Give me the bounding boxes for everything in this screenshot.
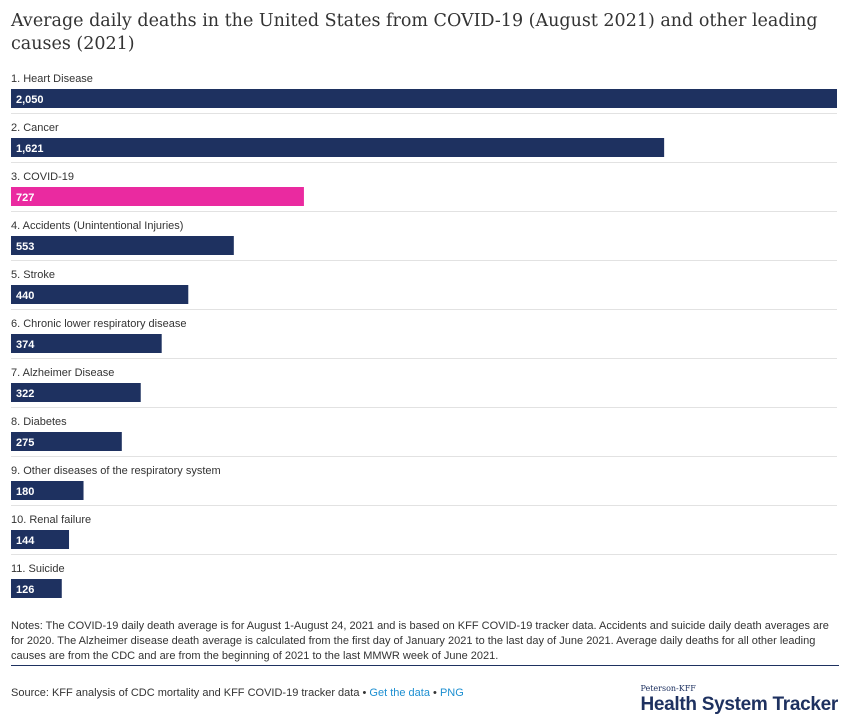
- category-label: 11. Suicide: [11, 563, 65, 575]
- get-the-data-link[interactable]: Get the data: [369, 687, 430, 699]
- bar-value-label: 553: [16, 241, 34, 253]
- source-separator: •: [433, 687, 437, 699]
- bar[interactable]: [11, 334, 162, 353]
- footer-divider: [11, 665, 839, 666]
- category-label: 10. Renal failure: [11, 514, 91, 526]
- bar-value-label: 440: [16, 290, 34, 302]
- source-line: Source: KFF analysis of CDC mortality an…: [11, 687, 464, 699]
- bar[interactable]: [11, 236, 234, 255]
- category-label: 5. Stroke: [11, 269, 55, 281]
- bar[interactable]: [11, 383, 141, 402]
- chart-title: Average daily deaths in the United State…: [11, 11, 818, 54]
- bar[interactable]: [11, 579, 62, 598]
- bar[interactable]: [11, 530, 70, 549]
- bar-chart: 1. Heart Disease 2,050 2. Cancer 1,621 3. CO…: [11, 73, 837, 598]
- chart-notes: Notes: The COVID-19 daily death average …: [11, 620, 829, 662]
- bar[interactable]: [11, 432, 122, 451]
- bar-value-label: 374: [16, 339, 35, 351]
- category-label: 7. Alzheimer Disease: [11, 367, 114, 379]
- category-label: 4. Accidents (Unintentional Injuries): [11, 220, 183, 232]
- category-label: 2. Cancer: [11, 122, 59, 134]
- bar-value-label: 275: [16, 437, 34, 449]
- source-text: Source: KFF analysis of CDC mortality an…: [11, 687, 367, 699]
- bar-value-label: 144: [16, 535, 35, 547]
- category-label: 3. COVID-19: [11, 171, 74, 183]
- bar[interactable]: [11, 89, 837, 108]
- brand-big-text: Health System Tracker: [640, 694, 838, 715]
- brand-logo: Peterson-KFF Health System Tracker: [640, 684, 838, 716]
- bar-value-label: 180: [16, 486, 34, 498]
- bar[interactable]: [11, 138, 665, 157]
- bar-value-label: 2,050: [16, 94, 44, 106]
- bar-value-label: 727: [16, 192, 34, 204]
- category-label: 8. Diabetes: [11, 416, 67, 428]
- category-label: 6. Chronic lower respiratory disease: [11, 318, 186, 330]
- bar[interactable]: [11, 285, 189, 304]
- category-label: 9. Other diseases of the respiratory sys…: [11, 465, 221, 477]
- bar-value-label: 322: [16, 388, 34, 400]
- png-link[interactable]: PNG: [439, 687, 464, 699]
- bar[interactable]: [11, 481, 84, 500]
- bar-value-label: 1,621: [16, 143, 44, 155]
- category-label: 1. Heart Disease: [11, 73, 93, 85]
- bar[interactable]: [11, 187, 304, 206]
- brand-small-text: Peterson-KFF: [640, 684, 696, 693]
- bar-value-label: 126: [16, 584, 34, 596]
